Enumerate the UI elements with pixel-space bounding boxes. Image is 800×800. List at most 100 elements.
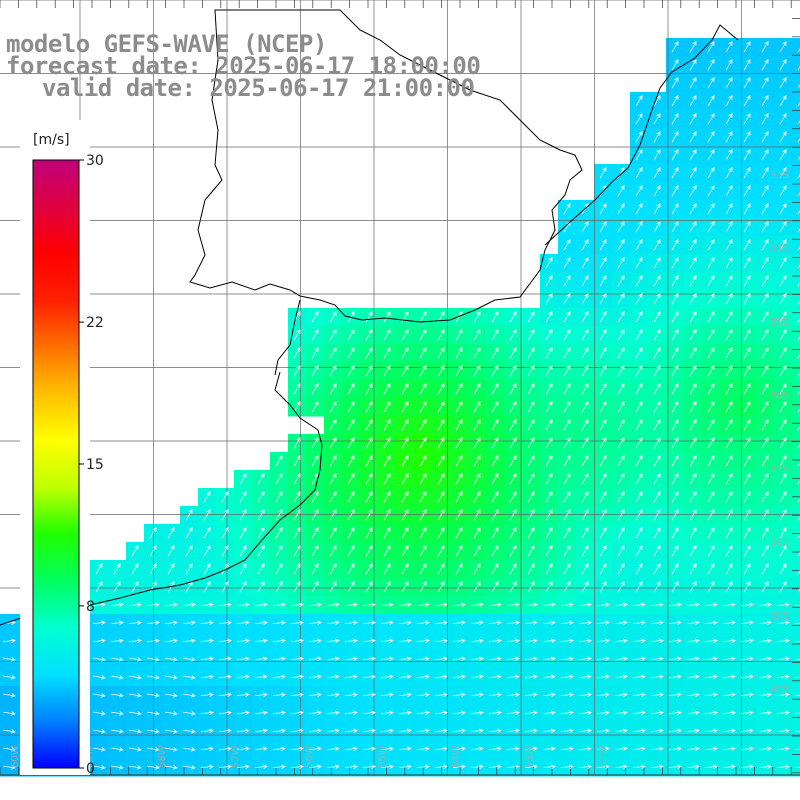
wind-arrow xyxy=(614,674,628,679)
wind-arrow xyxy=(111,711,124,716)
wind-arrow xyxy=(542,602,556,607)
wind-arrow xyxy=(560,710,574,715)
wind-arrow xyxy=(617,473,625,485)
wind-arrow xyxy=(470,764,484,769)
wind-arrow xyxy=(111,693,124,698)
wind-arrow xyxy=(743,473,751,485)
wind-arrow xyxy=(707,257,715,269)
wind-arrow xyxy=(111,765,124,770)
wind-arrow xyxy=(722,764,736,769)
wind-arrow xyxy=(488,692,502,697)
wind-arrow xyxy=(707,401,715,413)
wind-arrow xyxy=(200,692,214,697)
wind-arrow xyxy=(671,419,679,431)
wind-arrow xyxy=(383,509,391,521)
wind-arrow xyxy=(725,509,733,521)
wind-arrow xyxy=(635,311,643,323)
wind-arrow xyxy=(380,764,394,769)
wind-arrow xyxy=(743,419,751,431)
wind-arrow xyxy=(797,569,800,575)
wind-arrow xyxy=(419,581,427,593)
wind-arrow xyxy=(671,257,679,269)
wind-arrow xyxy=(254,620,268,625)
wind-arrow xyxy=(578,764,592,769)
wind-arrow xyxy=(218,728,232,733)
wind-arrow xyxy=(797,425,800,431)
wind-arrow xyxy=(419,347,427,359)
wind-arrow xyxy=(596,602,610,607)
wind-arrow xyxy=(290,620,304,625)
wind-arrow xyxy=(635,581,643,593)
wind-arrow xyxy=(452,710,466,715)
wind-arrow xyxy=(797,371,800,377)
wind-arrow xyxy=(527,311,535,323)
wind-arrow xyxy=(416,602,430,607)
wind-arrow xyxy=(183,657,196,662)
wind-arrow xyxy=(398,728,412,733)
wind-arrow xyxy=(614,602,628,607)
wind-arrow xyxy=(401,455,409,467)
wind-arrow xyxy=(779,581,787,593)
wind-cell xyxy=(792,416,800,435)
wind-arrow xyxy=(218,656,232,661)
wind-arrow xyxy=(455,563,463,575)
wind-arrow xyxy=(794,676,800,678)
wind-arrow xyxy=(743,95,751,107)
wind-arrow xyxy=(293,383,301,395)
wind-arrow xyxy=(653,383,661,395)
title-model: modelo GEFS-WAVE (NCEP) xyxy=(6,30,327,58)
wind-arrow xyxy=(689,167,697,179)
wind-arrow xyxy=(257,527,265,539)
wind-arrow xyxy=(311,329,319,341)
wind-arrow xyxy=(527,455,535,467)
wind-arrow xyxy=(527,383,535,395)
wind-arrow xyxy=(419,455,427,467)
wind-arrow xyxy=(524,764,538,769)
wind-arrow xyxy=(326,620,340,625)
wind-arrow xyxy=(344,764,358,769)
wind-arrow xyxy=(509,329,517,341)
wind-arrow xyxy=(632,728,646,733)
wind-arrow xyxy=(545,293,553,305)
wind-arrow xyxy=(596,656,610,661)
wind-arrow xyxy=(581,365,589,377)
wind-arrow xyxy=(671,455,679,467)
wind-arrow xyxy=(581,401,589,413)
wind-arrow xyxy=(689,59,697,71)
wind-arrow xyxy=(650,602,664,607)
wind-arrow xyxy=(545,401,553,413)
wind-arrow xyxy=(707,41,715,53)
wind-arrow xyxy=(617,293,625,305)
wind-arrow xyxy=(707,77,715,89)
wind-arrow xyxy=(617,509,625,521)
wind-arrow xyxy=(671,545,679,557)
wind-arrow xyxy=(563,401,571,413)
colorbar-tick-label: 22 xyxy=(86,315,104,331)
wind-arrow xyxy=(686,710,700,715)
wind-arrow xyxy=(707,275,715,287)
wind-arrow xyxy=(581,329,589,341)
wind-arrow xyxy=(167,527,175,539)
wind-arrow xyxy=(203,581,211,593)
wind-arrow xyxy=(707,221,715,233)
wind-arrow xyxy=(797,533,800,539)
wind-arrow xyxy=(758,638,772,643)
wind-arrow xyxy=(707,581,715,593)
wind-arrow xyxy=(165,693,178,698)
wind-arrow xyxy=(326,674,340,679)
wind-arrow xyxy=(725,473,733,485)
wind-arrow xyxy=(653,347,661,359)
wind-arrow xyxy=(671,185,679,197)
wind-arrow xyxy=(365,311,373,323)
wind-arrow xyxy=(671,473,679,485)
wind-arrow xyxy=(671,131,679,143)
wind-arrow xyxy=(380,602,394,607)
wind-arrow xyxy=(383,437,391,449)
wind-arrow xyxy=(128,620,142,625)
wind-arrow xyxy=(293,437,301,449)
wind-arrow xyxy=(147,675,160,680)
wind-arrow xyxy=(725,275,733,287)
longitude-label: 53W xyxy=(525,745,536,768)
longitude-label: 57W xyxy=(231,745,242,768)
wind-arrow xyxy=(797,65,800,71)
